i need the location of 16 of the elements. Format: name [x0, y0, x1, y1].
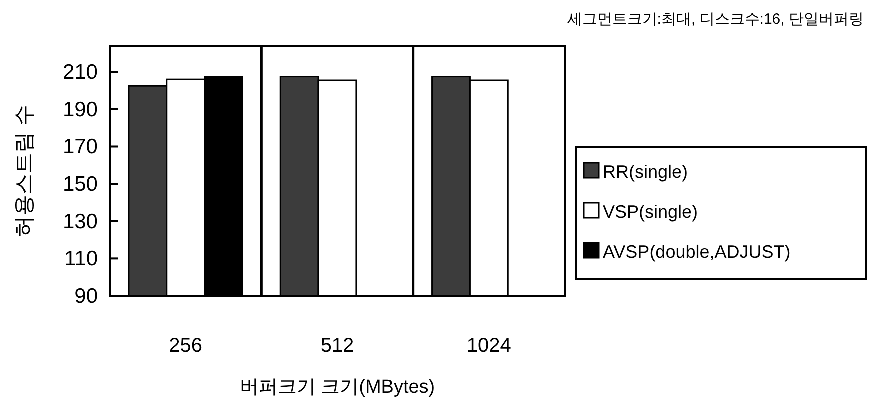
y-tick-label: 150: [62, 173, 98, 196]
legend-label: AVSP(double,ADJUST): [603, 242, 791, 262]
y-tick-label: 130: [62, 210, 98, 234]
legend-label: RR(single): [603, 162, 688, 182]
text: 세그먼트크기:최대, 디스크수:16, 단일버퍼링: [567, 11, 864, 28]
x-tick-label: 1024: [466, 335, 512, 357]
x-axis-title: 버퍼크기 크기(MBytes): [240, 377, 436, 398]
y-tick-label: 190: [62, 98, 98, 122]
y-tick-label: 90: [74, 285, 98, 308]
y-axis-title: 허용스트림 수: [13, 105, 36, 237]
legend-label: VSP(single): [603, 202, 698, 222]
x-tick-label: 512: [320, 335, 354, 357]
y-tick-label: 170: [62, 136, 98, 159]
x-tick-label: 256: [169, 335, 203, 357]
y-tick-label: 110: [64, 248, 98, 271]
y-tick-label: 210: [62, 61, 98, 84]
